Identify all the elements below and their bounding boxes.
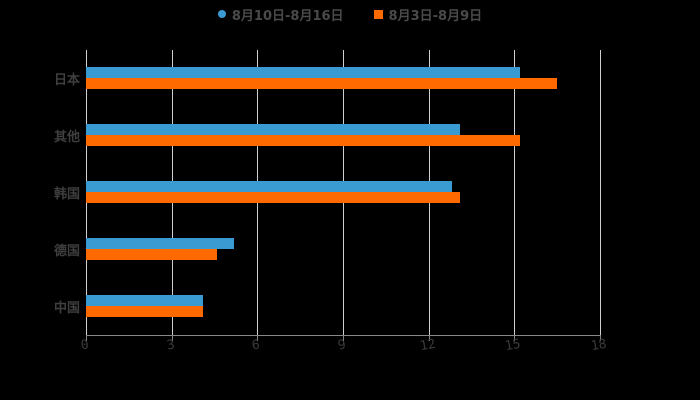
x-tick-label: 18	[589, 336, 608, 355]
x-tick-label: 12	[418, 336, 437, 355]
bar[interactable]	[86, 78, 558, 89]
x-axis-line	[86, 335, 601, 336]
x-tick-label: 0	[79, 337, 91, 354]
y-category-label: 其他	[53, 130, 80, 145]
y-category-label: 德国	[53, 244, 80, 259]
chart-legend: 8月10日-8月16日 8月3日-8月9日	[0, 4, 700, 24]
y-category-label: 中国	[53, 301, 80, 316]
legend-circle-icon	[217, 10, 226, 18]
bar[interactable]	[86, 67, 521, 78]
axis-tick	[172, 335, 173, 341]
x-tick-label: 9	[336, 337, 348, 354]
legend-square-icon	[373, 9, 383, 19]
axis-tick	[429, 335, 430, 341]
bar[interactable]	[86, 306, 204, 317]
axis-tick	[257, 335, 258, 341]
legend-item-week-aug10-16[interactable]: 8月10日-8月16日	[217, 4, 344, 24]
bar[interactable]	[86, 181, 452, 192]
legend-label: 8月10日-8月16日	[231, 8, 344, 24]
y-category-label: 韩国	[53, 187, 80, 202]
bar[interactable]	[86, 135, 521, 146]
gridline	[514, 50, 515, 335]
bar[interactable]	[86, 249, 218, 260]
gridline	[600, 50, 601, 335]
axis-tick	[514, 335, 515, 341]
axis-tick	[600, 335, 601, 341]
bar[interactable]	[86, 238, 235, 249]
y-category-label: 日本	[53, 73, 80, 88]
legend-label: 8月3日-8月9日	[388, 8, 483, 24]
axis-tick	[343, 335, 344, 341]
axis-tick	[86, 335, 87, 341]
x-tick-label: 3	[165, 337, 177, 354]
bar[interactable]	[86, 124, 461, 135]
bar[interactable]	[86, 295, 204, 306]
legend-item-week-aug3-9[interactable]: 8月3日-8月9日	[373, 4, 483, 24]
x-tick-label: 6	[250, 337, 262, 354]
bar[interactable]	[86, 192, 461, 203]
x-tick-label: 15	[503, 336, 522, 355]
